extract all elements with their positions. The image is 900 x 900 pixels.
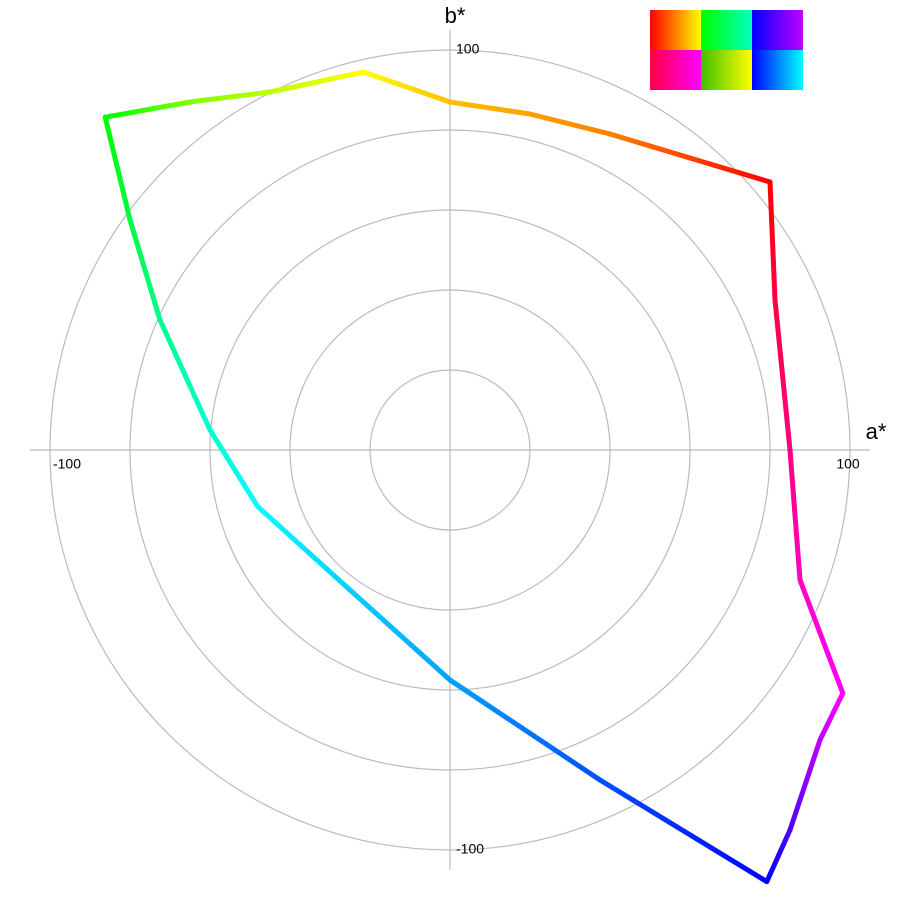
gamut-segment xyxy=(607,131,693,161)
swatch xyxy=(650,10,701,50)
gamut-segment xyxy=(767,179,778,303)
swatch xyxy=(701,10,752,50)
gamut-segment xyxy=(102,114,133,223)
color-swatches xyxy=(650,10,803,90)
gamut-segment xyxy=(787,737,823,833)
gamut-segment xyxy=(687,155,773,185)
gamut-segment xyxy=(772,297,793,453)
gamut-segment xyxy=(127,217,163,323)
gamut-segment xyxy=(764,827,793,885)
gamut-segment xyxy=(447,677,603,783)
gamut-segment xyxy=(157,317,213,433)
gamut-segment xyxy=(527,111,613,137)
gamut-segment xyxy=(597,777,770,885)
x-axis-label: a* xyxy=(866,419,887,444)
grid xyxy=(30,30,870,870)
y-axis-label: b* xyxy=(445,3,466,28)
gamut-segment xyxy=(817,690,846,743)
x-tick-label: -100 xyxy=(53,456,81,472)
y-tick-label: 100 xyxy=(456,41,480,57)
gamut-segment xyxy=(255,503,353,593)
x-tick-label: 100 xyxy=(836,456,860,472)
swatch xyxy=(752,50,803,90)
gamut-segment xyxy=(347,587,453,683)
gamut-segment xyxy=(787,447,803,583)
gamut-segment xyxy=(102,99,193,120)
gamut-segment xyxy=(267,69,367,95)
swatch xyxy=(752,10,803,50)
gamut-segment xyxy=(447,99,533,117)
gamut-segment xyxy=(207,427,261,509)
gamut-segment xyxy=(361,69,453,105)
gamut-segment xyxy=(187,89,273,105)
y-tick-label: -100 xyxy=(456,841,484,857)
swatch xyxy=(701,50,752,90)
gamut-segment xyxy=(797,577,846,696)
swatch xyxy=(650,50,701,90)
